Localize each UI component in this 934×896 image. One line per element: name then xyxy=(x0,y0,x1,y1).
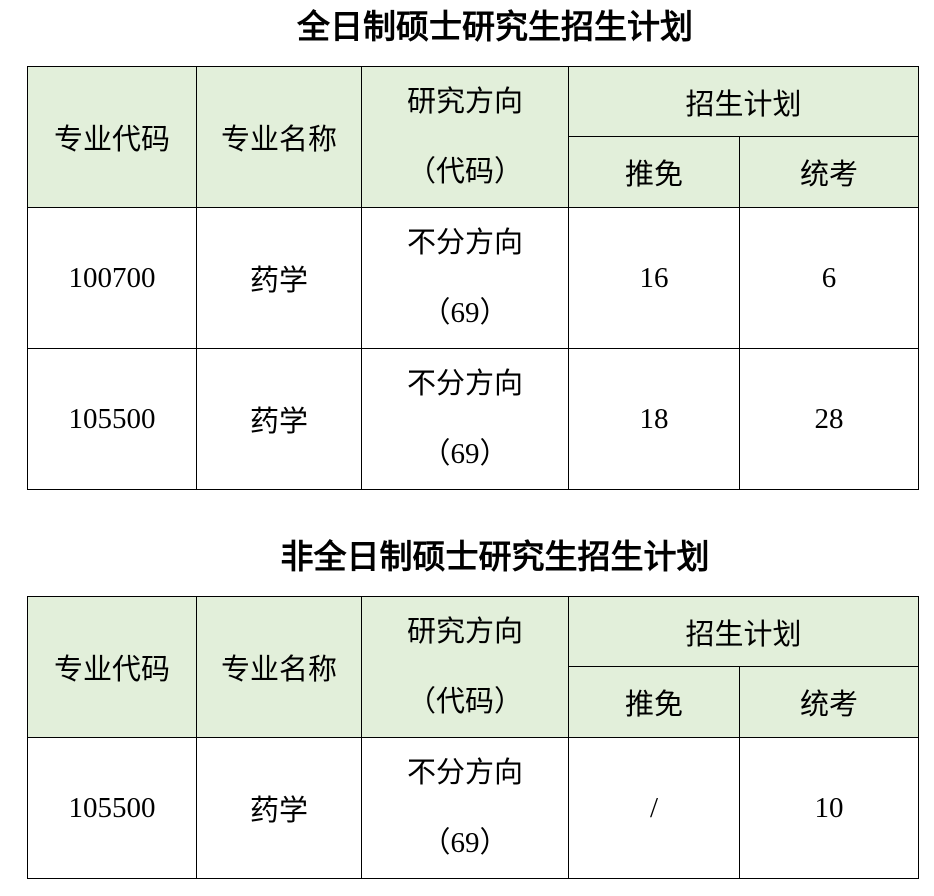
cell-name: 药学 xyxy=(196,207,362,349)
header-direction-line2: （代码） xyxy=(406,156,523,188)
direction-code: （69） xyxy=(421,438,509,470)
cell-recommended: 16 xyxy=(568,207,740,349)
cell-name: 药学 xyxy=(196,348,362,490)
table-row: 105500 药学 不分方向 （69） 18 28 xyxy=(27,348,920,490)
cell-code: 105500 xyxy=(27,737,197,879)
parttime-title: 非全日制硕士研究生招生计划 xyxy=(280,540,710,576)
header-direction: 研究方向 （代码） xyxy=(361,596,569,738)
header-recommended: 推免 xyxy=(568,136,740,208)
header-direction: 研究方向 （代码） xyxy=(361,66,569,208)
header-plan: 招生计划 xyxy=(567,66,920,137)
cell-exam: 6 xyxy=(738,207,920,349)
table-row: 105500 药学 不分方向 （69） / 10 xyxy=(27,737,920,879)
header-exam: 统考 xyxy=(738,666,920,738)
direction-code: （69） xyxy=(421,827,509,859)
cell-direction: 不分方向 （69） xyxy=(361,207,569,349)
header-direction-line1: 研究方向 xyxy=(406,86,523,118)
header-direction-line1: 研究方向 xyxy=(406,616,523,648)
header-recommended: 推免 xyxy=(568,666,740,738)
cell-code: 105500 xyxy=(27,348,197,490)
header-code: 专业代码 xyxy=(27,596,197,738)
fulltime-title: 全日制硕士研究生招生计划 xyxy=(297,10,693,46)
cell-exam: 10 xyxy=(738,737,920,879)
cell-direction: 不分方向 （69） xyxy=(361,348,569,490)
table-row: 100700 药学 不分方向 （69） 16 6 xyxy=(27,207,920,349)
header-name: 专业名称 xyxy=(196,66,362,208)
cell-code: 100700 xyxy=(27,207,197,349)
direction-code: （69） xyxy=(421,297,509,329)
cell-name: 药学 xyxy=(196,737,362,879)
direction-text: 不分方向 xyxy=(406,227,523,259)
cell-recommended: / xyxy=(568,737,740,879)
cell-exam: 28 xyxy=(738,348,920,490)
header-exam: 统考 xyxy=(738,136,920,208)
header-name: 专业名称 xyxy=(196,596,362,738)
cell-recommended: 18 xyxy=(568,348,740,490)
direction-text: 不分方向 xyxy=(406,368,523,400)
parttime-plan-table: 专业代码 专业名称 研究方向 （代码） 招生计划 推免 统考 105500 药学 … xyxy=(27,596,920,879)
fulltime-plan-table: 专业代码 专业名称 研究方向 （代码） 招生计划 推免 统考 100700 药学 … xyxy=(27,66,920,490)
header-plan: 招生计划 xyxy=(567,596,920,667)
header-direction-line2: （代码） xyxy=(406,686,523,718)
cell-direction: 不分方向 （69） xyxy=(361,737,569,879)
direction-text: 不分方向 xyxy=(406,757,523,789)
header-code: 专业代码 xyxy=(27,66,197,208)
